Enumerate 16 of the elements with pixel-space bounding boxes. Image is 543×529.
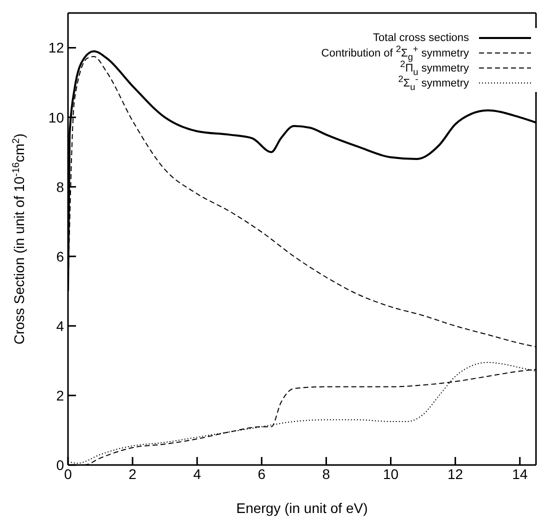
- y-tick-label: 12: [48, 40, 64, 56]
- x-axis-title: Energy (in unit of eV): [236, 500, 368, 516]
- x-tick-label: 12: [448, 466, 464, 482]
- x-tick-label: 6: [258, 466, 266, 482]
- y-tick-label: 8: [56, 178, 64, 195]
- x-tick-label: 14: [512, 466, 528, 482]
- legend-label: Contribution of $^{2}$Σ$_{g}$$^{+}$ symmetry: [321, 44, 469, 62]
- y-tick-label: 10: [48, 109, 64, 126]
- x-tick-label: 8: [322, 466, 330, 482]
- x-tick-label: 10: [382, 466, 399, 482]
- y-tick-label: 6: [56, 248, 64, 264]
- y-tick-label: 4: [56, 318, 64, 334]
- legend-label: Total cross sections: [373, 32, 469, 44]
- x-tick-label: 2: [128, 466, 137, 482]
- y-tick-label: 2: [56, 387, 64, 404]
- x-tick-label: 4: [193, 466, 202, 482]
